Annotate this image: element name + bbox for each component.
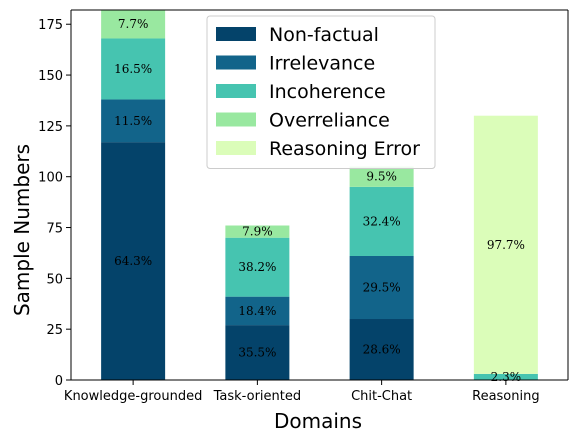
legend-label: Irrelevance bbox=[269, 53, 375, 75]
bar-segment-non-factual-3 bbox=[349, 319, 414, 380]
y-tick-label: 175 bbox=[38, 18, 63, 33]
bars-layer bbox=[101, 10, 538, 380]
segment-label: 28.6% bbox=[363, 343, 401, 357]
legend: Non-factual Irrelevance Incoherence Overrel… bbox=[206, 15, 436, 169]
bar-segment-non-factual-2 bbox=[225, 325, 290, 380]
x-tick-label: Knowledge-grounded bbox=[64, 389, 202, 404]
legend-label: Non-factual bbox=[269, 24, 379, 46]
segment-label: 32.4% bbox=[363, 214, 401, 228]
bar-segment-irrelevance-3 bbox=[349, 255, 414, 320]
segment-label: 7.9% bbox=[242, 225, 273, 239]
bar-segment-non-factual-1 bbox=[101, 142, 166, 380]
legend-swatch bbox=[216, 55, 256, 70]
bar-segment-incoherence-2 bbox=[225, 237, 290, 297]
y-tick-label: 0 bbox=[55, 374, 63, 389]
y-tick-label: 75 bbox=[46, 222, 63, 237]
x-axis-label: Domains bbox=[274, 409, 362, 433]
segment-label: 11.5% bbox=[114, 114, 152, 128]
legend-swatch bbox=[216, 27, 256, 41]
bar-segment-reasoning-error-4 bbox=[473, 115, 538, 374]
y-tick-label: 25 bbox=[46, 323, 63, 338]
bar-segment-overreliance-3 bbox=[349, 166, 414, 187]
segment-label: 29.5% bbox=[363, 281, 401, 295]
segment-label: 16.5% bbox=[114, 62, 152, 76]
bar-segment-overreliance-2 bbox=[225, 225, 290, 238]
segment-label: 18.4% bbox=[238, 304, 276, 318]
x-tick-label: Reasoning bbox=[472, 389, 539, 404]
y-tick-label: 125 bbox=[38, 120, 63, 135]
segment-label: 9.5% bbox=[366, 170, 397, 184]
segment-label: 38.2% bbox=[238, 260, 276, 274]
x-tick-label: Task-oriented bbox=[213, 389, 301, 404]
bar-segment-incoherence-4 bbox=[473, 373, 538, 380]
legend-label: Overreliance bbox=[269, 110, 390, 132]
y-tick-label: 100 bbox=[38, 171, 63, 186]
legend-swatch bbox=[216, 84, 256, 98]
x-tick-label: Chit-Chat bbox=[351, 389, 412, 404]
bar-segment-irrelevance-1 bbox=[101, 99, 166, 143]
y-tick-label: 50 bbox=[46, 272, 63, 287]
bar-segment-overreliance-1 bbox=[101, 10, 166, 39]
legend-box bbox=[206, 15, 436, 169]
segment-label: 97.7% bbox=[487, 238, 525, 252]
segment-label: 35.5% bbox=[238, 346, 276, 360]
axes-layer: 0 25 50 75 100 125 150 175 Knowledge-grounded Tas… bbox=[38, 9, 569, 404]
bar-segment-incoherence-3 bbox=[349, 186, 414, 256]
segment-label: 7.7% bbox=[118, 17, 149, 31]
y-axis-label: Sample Numbers bbox=[10, 144, 34, 316]
legend-label: Reasoning Error bbox=[269, 138, 420, 160]
legend-swatch bbox=[216, 112, 256, 127]
legend-label: Incoherence bbox=[269, 81, 386, 103]
segment-label: 64.3% bbox=[114, 254, 152, 268]
y-tick-label: 150 bbox=[38, 69, 63, 84]
bar-segment-incoherence-1 bbox=[101, 38, 166, 100]
segment-labels-layer: 64.3% 11.5% 16.5% 7.7% 35.5% 18.4% 38.2% 7.9% 28… bbox=[114, 17, 525, 384]
bar-segment-irrelevance-2 bbox=[225, 296, 290, 326]
legend-swatch bbox=[216, 141, 256, 155]
